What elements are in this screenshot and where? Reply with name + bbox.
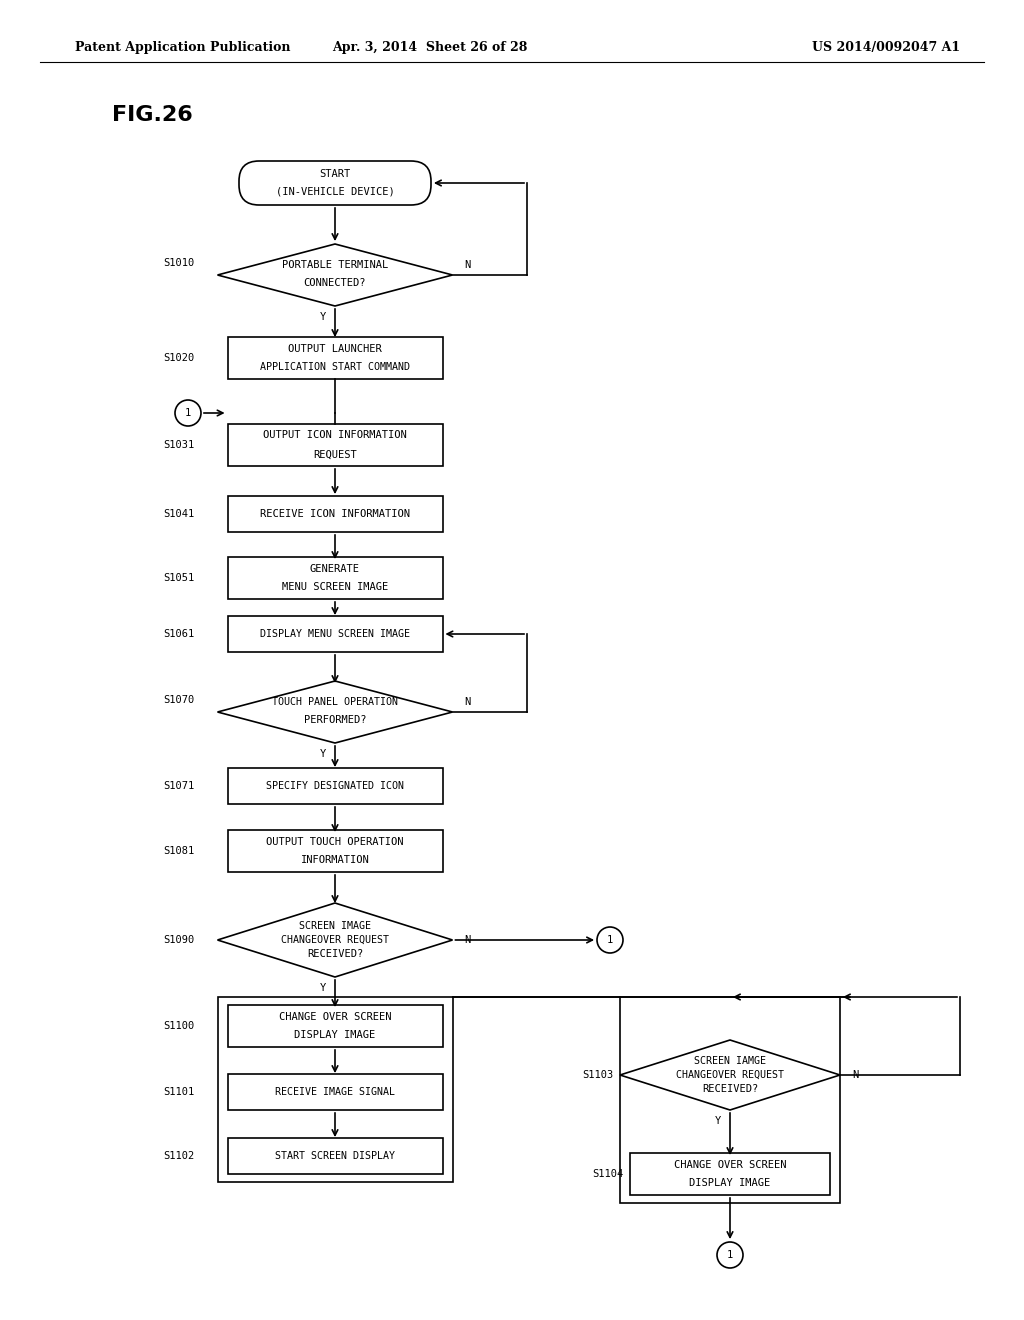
Bar [620,997,840,1203]
Bar [227,557,442,599]
FancyBboxPatch shape [239,161,431,205]
Text: S1103: S1103 [582,1071,613,1080]
Text: N: N [465,260,471,271]
Bar [227,496,442,532]
Text: OUTPUT ICON INFORMATION: OUTPUT ICON INFORMATION [263,430,407,440]
Text: CONNECTED?: CONNECTED? [304,279,367,288]
Text: S1071: S1071 [164,781,195,791]
Text: N: N [465,697,471,708]
Bar [227,337,442,379]
Polygon shape [620,1040,840,1110]
Text: SPECIFY DESIGNATED ICON: SPECIFY DESIGNATED ICON [266,781,404,791]
Polygon shape [217,903,453,977]
Text: Y: Y [715,1115,721,1126]
Text: S1081: S1081 [164,846,195,855]
Bar [227,768,442,804]
Text: CHANGE OVER SCREEN: CHANGE OVER SCREEN [674,1160,786,1170]
Text: (IN-VEHICLE DEVICE): (IN-VEHICLE DEVICE) [275,187,394,197]
Text: CHANGEOVER REQUEST: CHANGEOVER REQUEST [676,1071,784,1080]
Text: TOUCH PANEL OPERATION: TOUCH PANEL OPERATION [272,697,398,708]
Text: S1031: S1031 [164,440,195,450]
Bar [227,830,442,873]
Text: Y: Y [319,312,326,322]
Bar [227,616,442,652]
Text: GENERATE: GENERATE [310,564,360,574]
Text: PERFORMED?: PERFORMED? [304,715,367,725]
Text: CHANGE OVER SCREEN: CHANGE OVER SCREEN [279,1012,391,1022]
Text: OUTPUT LAUNCHER: OUTPUT LAUNCHER [288,345,382,354]
Text: SCREEN IAMGE: SCREEN IAMGE [694,1056,766,1067]
Text: MENU SCREEN IMAGE: MENU SCREEN IMAGE [282,582,388,591]
Text: DISPLAY IMAGE: DISPLAY IMAGE [689,1177,771,1188]
Text: RECEIVED?: RECEIVED? [701,1084,758,1094]
Text: Patent Application Publication: Patent Application Publication [75,41,291,54]
Polygon shape [217,681,453,743]
Text: Y: Y [319,748,326,759]
Text: REQUEST: REQUEST [313,450,357,459]
Text: S1101: S1101 [164,1086,195,1097]
Text: S1102: S1102 [164,1151,195,1162]
Text: APPLICATION START COMMAND: APPLICATION START COMMAND [260,362,410,372]
Text: US 2014/0092047 A1: US 2014/0092047 A1 [812,41,961,54]
Polygon shape [217,244,453,306]
Text: START: START [319,169,350,180]
Text: S1061: S1061 [164,630,195,639]
Text: N: N [465,935,471,945]
Text: S1020: S1020 [164,352,195,363]
Text: START SCREEN DISPLAY: START SCREEN DISPLAY [275,1151,395,1162]
Text: Y: Y [319,983,326,993]
Text: S1104: S1104 [592,1170,624,1179]
Text: Apr. 3, 2014  Sheet 26 of 28: Apr. 3, 2014 Sheet 26 of 28 [333,41,527,54]
Circle shape [597,927,623,953]
Text: S1010: S1010 [164,257,195,268]
Bar [227,1005,442,1047]
Text: 1: 1 [727,1250,733,1261]
Text: CHANGEOVER REQUEST: CHANGEOVER REQUEST [281,935,389,945]
Bar [227,1138,442,1173]
Text: DISPLAY IMAGE: DISPLAY IMAGE [294,1030,376,1040]
Text: S1070: S1070 [164,696,195,705]
Text: INFORMATION: INFORMATION [301,855,370,865]
Bar [217,997,453,1181]
Bar [227,1074,442,1110]
Text: RECEIVED?: RECEIVED? [307,949,364,960]
Text: OUTPUT TOUCH OPERATION: OUTPUT TOUCH OPERATION [266,837,403,847]
Text: FIG.26: FIG.26 [112,106,193,125]
Text: S1041: S1041 [164,510,195,519]
Text: SCREEN IMAGE: SCREEN IMAGE [299,921,371,931]
Text: RECEIVE IMAGE SIGNAL: RECEIVE IMAGE SIGNAL [275,1086,395,1097]
Text: DISPLAY MENU SCREEN IMAGE: DISPLAY MENU SCREEN IMAGE [260,630,410,639]
Text: 1: 1 [607,935,613,945]
Bar [630,1152,830,1195]
Circle shape [175,400,201,426]
Circle shape [717,1242,743,1269]
Text: S1090: S1090 [164,935,195,945]
Text: 1: 1 [185,408,191,418]
Text: S1051: S1051 [164,573,195,583]
Text: PORTABLE TERMINAL: PORTABLE TERMINAL [282,260,388,271]
Text: RECEIVE ICON INFORMATION: RECEIVE ICON INFORMATION [260,510,410,519]
Text: N: N [852,1071,858,1080]
Bar [227,424,442,466]
Text: S1100: S1100 [164,1020,195,1031]
